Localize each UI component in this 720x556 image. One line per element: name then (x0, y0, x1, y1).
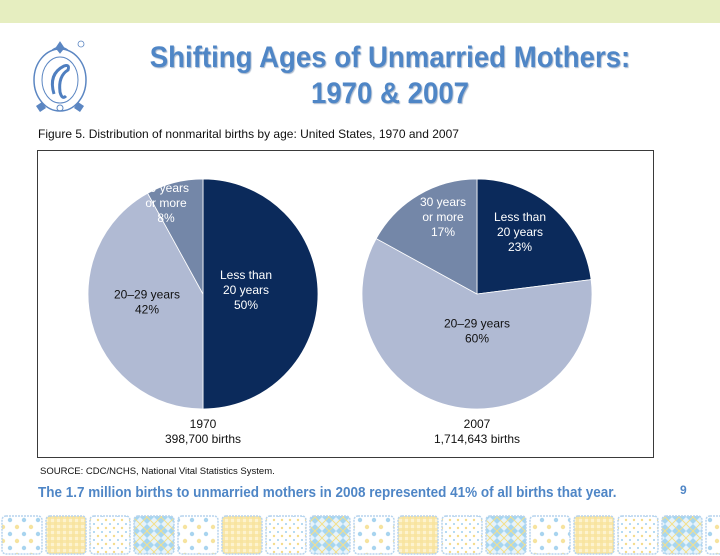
quilt-patch (617, 515, 659, 555)
quilt-patch (661, 515, 703, 555)
footnote: The 1.7 million births to unmarried moth… (38, 485, 617, 501)
pie-year-label: 1970 (190, 417, 217, 431)
slice-label: 30 years or more 8% (143, 181, 189, 225)
pie-slice-20-29-years (87, 192, 204, 410)
quilt-patch (353, 515, 395, 555)
title-line-2: 1970 & 2007 (310, 77, 470, 110)
source-note: SOURCE: CDC/NCHS, National Vital Statist… (40, 466, 275, 477)
quilt-patch (177, 515, 219, 555)
quilt-patch (89, 515, 131, 555)
quilt-patch (441, 515, 483, 555)
title-line-1: Shifting Ages of Unmarried Mothers: (149, 41, 631, 74)
slice-label: Less than 20 years 50% (220, 268, 272, 312)
quilt-patch (529, 515, 571, 555)
quilt-patch (133, 515, 175, 555)
quilt-patch (45, 515, 87, 555)
slide-title: Shifting Ages of Unmarried Mothers: 1970… (123, 40, 657, 112)
page-number: 9 (680, 483, 687, 497)
quilt-patch (221, 515, 263, 555)
pie-slice-less-than-20-years (476, 178, 592, 295)
pie-slice-less-than-20-years (202, 178, 319, 410)
pie-slice-30-years-or-more (147, 178, 204, 295)
pie-births-label: 398,700 births (165, 432, 241, 446)
figure-caption: Figure 5. Distribution of nonmarital bir… (38, 127, 459, 141)
quilt-patch (1, 515, 43, 555)
slice-label: 20–29 years 42% (114, 288, 180, 317)
quilt-patch (573, 515, 615, 555)
quilt-patch (397, 515, 439, 555)
slice-label: 30 years or more 17% (420, 195, 466, 239)
quilt-patch (265, 515, 307, 555)
quilt-border-decoration (1, 515, 720, 555)
pie-year-label: 2007 (464, 417, 491, 431)
pie-chart-1970: Less than 20 years 50% 20–29 years 42% 30 yea… (87, 178, 319, 446)
slice-label: 20–29 years 60% (444, 317, 510, 346)
crown-crafts-logo-icon (33, 40, 87, 112)
pie-births-label: 1,714,643 births (434, 432, 520, 446)
quilt-patch (485, 515, 527, 555)
slice-label: Less than 20 years 23% (494, 210, 546, 254)
pie-slice-20-29-years (361, 238, 593, 410)
pie-slice-30-years-or-more (375, 178, 478, 295)
quilt-patch (705, 515, 720, 555)
quilt-patch (309, 515, 351, 555)
pie-chart-2007: Less than 20 years 23% 20–29 years 60% 30 yea… (361, 178, 593, 446)
top-band (0, 0, 720, 23)
chart-frame (37, 150, 654, 458)
